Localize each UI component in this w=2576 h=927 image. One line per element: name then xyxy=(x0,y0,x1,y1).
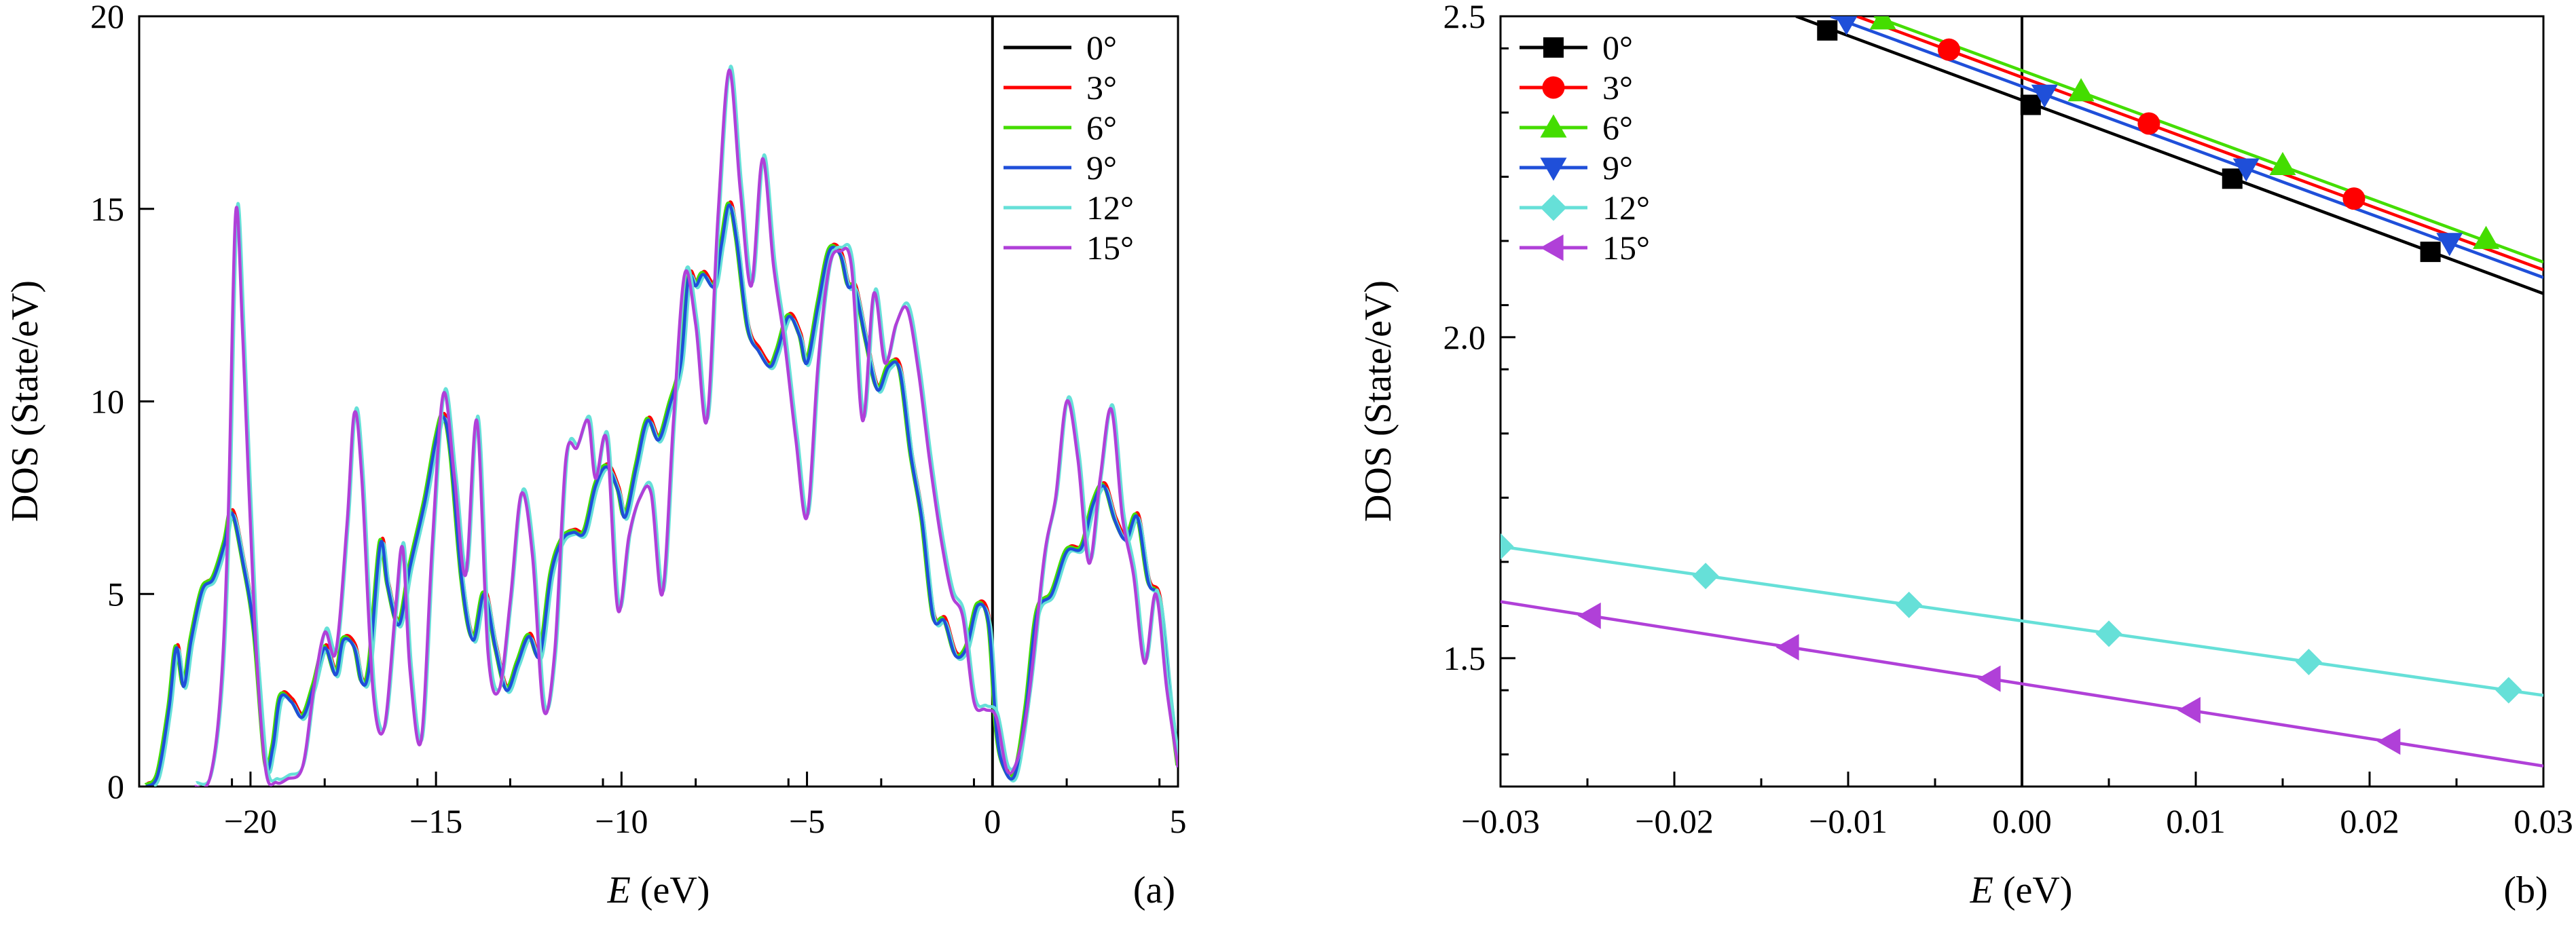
panel-b-legend-marker xyxy=(1540,234,1564,261)
panel-a-y-tick-label: 0 xyxy=(107,768,124,806)
panel-b-data-point-3deg xyxy=(1937,38,1960,61)
panel-b-data-point-0deg xyxy=(2420,242,2441,263)
panel-b-y-tick-label: 2.5 xyxy=(1443,0,1486,35)
panel-b-legend-label: 12° xyxy=(1602,189,1650,227)
panel-b-x-tick-label: 0.03 xyxy=(2514,802,2573,840)
panel-b-data-point-15deg xyxy=(2177,696,2201,723)
panel-a-x-tick-label: 5 xyxy=(1170,802,1187,840)
panel-b-data-point-12deg xyxy=(2295,649,2322,676)
panel-b-legend-label: 0° xyxy=(1602,29,1633,67)
panel-a-x-axis-label-unit: (eV) xyxy=(631,869,710,911)
panel-b-x-tick-label: 0.02 xyxy=(2340,802,2399,840)
panel-b-legend-marker xyxy=(1543,37,1564,58)
panel-b-data-point-3deg xyxy=(2342,187,2366,210)
panel-b-series-line-15deg xyxy=(1501,600,2543,768)
panel-a-legend-label: 9° xyxy=(1086,149,1117,187)
panel-a-series-0deg xyxy=(145,203,1178,787)
panel-a-x-axis-label-symbol: E xyxy=(607,869,631,911)
panel-b-data-point-0deg xyxy=(1817,20,1838,41)
panel-a-y-tick-label: 20 xyxy=(90,0,124,35)
panel-a-plot-frame xyxy=(138,15,1179,788)
panel-a-series-6deg xyxy=(144,201,1178,787)
panel-b-label: (b) xyxy=(2503,869,2547,911)
panel-b-data-point-15deg xyxy=(1577,602,1601,629)
panel-b-data-point-0deg xyxy=(2020,94,2041,115)
panel-b-data-point-12deg xyxy=(2495,677,2522,704)
panel-b-data-point-6deg xyxy=(1869,16,1896,30)
panel-a-series-15deg xyxy=(194,69,1178,787)
panel-b-data-point-9deg xyxy=(1835,16,1858,36)
panel-a-x-tick-label: 0 xyxy=(984,802,1001,840)
panel-b-x-axis-label-symbol: E xyxy=(1970,869,1993,911)
panel-b-data-point-3deg xyxy=(2137,112,2160,135)
panel-b-data-point-12deg xyxy=(1896,591,1923,618)
panel-b-legend-label: 9° xyxy=(1602,149,1633,187)
panel-b-legend-marker xyxy=(1540,157,1567,181)
panel-a-label: (a) xyxy=(1133,869,1175,911)
panel-b-legend-marker xyxy=(1542,76,1565,99)
panel-b-x-tick-label: −0.03 xyxy=(1461,802,1540,840)
panel-b-data-point-12deg xyxy=(1692,563,1719,590)
panel-a-chart: −20 −15 −10 −5 0 5 0 5 10 15 20 0°3°6°9°12°15° DO… xyxy=(4,0,1187,911)
panel-a-x-tick-label: −15 xyxy=(409,802,462,840)
panel-b-data-point-6deg xyxy=(2067,78,2095,102)
panel-b-y-tick-label: 2.0 xyxy=(1443,318,1486,356)
panel-b-series-line-3deg xyxy=(1856,16,2543,271)
panel-a-legend-label: 0° xyxy=(1086,29,1117,67)
panel-a-y-tick-label: 15 xyxy=(90,190,124,228)
panel-b-legend-label: 6° xyxy=(1602,109,1633,147)
panel-a-series-9deg xyxy=(145,203,1178,787)
panel-b-data-point-12deg xyxy=(1501,533,1514,560)
panel-b-series-line-9deg xyxy=(1830,16,2543,280)
panel-b-data-point-6deg xyxy=(2473,225,2500,249)
panel-b-data-point-15deg xyxy=(1775,634,1799,661)
panel-a-x-tick-label: −10 xyxy=(595,802,648,840)
panel-a-legend-label: 3° xyxy=(1086,69,1117,107)
panel-b-data-point-15deg xyxy=(2377,728,2401,755)
panel-b-y-tick-label: 1.5 xyxy=(1443,639,1486,677)
panel-b-data-point-6deg xyxy=(2269,151,2296,176)
panel-b-x-axis-label-unit: (eV) xyxy=(1993,869,2073,911)
panel-b-series-line-12deg xyxy=(1501,545,2543,697)
panel-b-x-tick-label: −0.01 xyxy=(1809,802,1888,840)
panel-a-x-tick-label: −20 xyxy=(224,802,277,840)
panel-b-x-axis-label: E (eV) xyxy=(1970,869,2073,911)
panel-b-data-point-0deg xyxy=(2222,168,2243,189)
panel-b-data-point-12deg xyxy=(2095,620,2122,647)
panel-b-x-tick-label: 0.00 xyxy=(1992,802,2052,840)
panel-b-chart: −0.03 −0.02 −0.01 0.00 0.01 0.02 0.03 1.5 2.0 2.… xyxy=(1357,0,2573,911)
panel-a-legend-label: 12° xyxy=(1086,189,1134,227)
panel-a-y-tick-label: 5 xyxy=(107,575,124,613)
panel-b-data-point-9deg xyxy=(2436,233,2463,257)
panel-b-y-axis-label: DOS (State/eV) xyxy=(1357,280,1399,522)
panel-b-data-point-9deg xyxy=(2232,158,2260,182)
panel-b-data-point-15deg xyxy=(1977,665,2001,692)
panel-a-y-axis-label: DOS (State/eV) xyxy=(4,280,46,522)
panel-b-legend-marker xyxy=(1540,194,1567,221)
panel-b-legend-label: 3° xyxy=(1602,69,1633,107)
panel-b-x-tick-label: 0.01 xyxy=(2166,802,2226,840)
panel-b-data-point-9deg xyxy=(2031,84,2058,108)
panel-b-series-line-6deg xyxy=(1873,16,2543,264)
panel-b-x-tick-label: −0.02 xyxy=(1635,802,1714,840)
panel-b-legend-label: 15° xyxy=(1602,229,1650,267)
panel-b-legend-marker xyxy=(1540,114,1567,138)
panel-b-series-line-0deg xyxy=(1795,16,2543,295)
panel-a-x-axis-label: E (eV) xyxy=(607,869,710,911)
panel-a-x-tick-label: −5 xyxy=(789,802,825,840)
panel-a-legend-label: 6° xyxy=(1086,109,1117,147)
panel-a-legend-label: 15° xyxy=(1086,229,1134,267)
panel-a-series-3deg xyxy=(146,200,1178,785)
panel-a-y-tick-label: 10 xyxy=(90,383,124,421)
